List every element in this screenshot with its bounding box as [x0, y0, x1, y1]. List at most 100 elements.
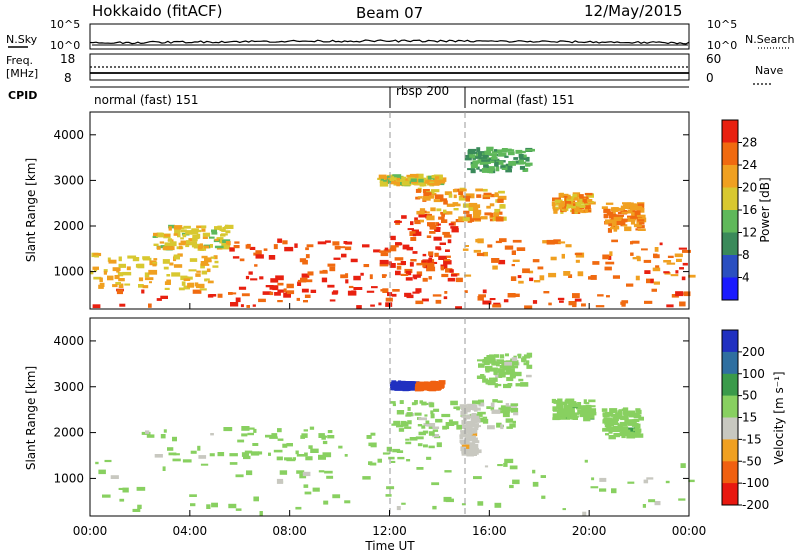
- heatmap-cell: [505, 353, 509, 357]
- heatmap-cell: [379, 181, 389, 187]
- heatmap-cell: [646, 278, 654, 284]
- heatmap-cell: [472, 400, 481, 405]
- heatmap-cell: [454, 203, 461, 207]
- heatmap-cell: [137, 504, 142, 509]
- heatmap-cell: [450, 400, 458, 406]
- nsearch-tick-bottom: 10^0: [707, 39, 737, 52]
- heatmap-cell: [557, 416, 561, 420]
- heatmap-cell: [394, 257, 404, 261]
- heatmap-cell: [460, 195, 464, 198]
- heatmap-cell: [300, 277, 308, 281]
- heatmap-cell: [300, 435, 305, 439]
- heatmap-cell: [620, 415, 629, 421]
- heatmap-cell: [210, 256, 215, 259]
- heatmap-cell: [392, 174, 402, 179]
- heatmap-cell: [481, 159, 490, 162]
- heatmap-cell: [201, 245, 210, 249]
- heatmap-cell: [327, 430, 333, 434]
- heatmap-cell: [464, 274, 472, 277]
- x-tick-label: 04:00: [173, 524, 208, 538]
- heatmap-cell: [93, 276, 102, 280]
- heatmap-cell: [183, 225, 191, 229]
- heatmap-cell: [173, 233, 178, 236]
- heatmap-cell: [634, 205, 642, 210]
- heatmap-cell: [449, 269, 454, 273]
- heatmap-cell: [166, 274, 171, 277]
- heatmap-cell: [554, 199, 563, 203]
- heatmap-cell: [341, 253, 347, 258]
- x-tick-label: 16:00: [472, 524, 507, 538]
- freq-label-line2: [MHz]: [6, 67, 38, 80]
- heatmap-cell: [652, 267, 661, 272]
- heatmap-cell: [166, 279, 171, 285]
- velocity-colorbar: 200 100 50 15 -15 -50 -100 -200: [721, 329, 769, 512]
- nsearch-label: N.Search: [745, 33, 795, 46]
- heatmap-cell: [574, 208, 583, 213]
- heatmap-cell: [350, 258, 358, 263]
- heatmap-cell: [532, 300, 538, 304]
- heatmap-cell: [263, 248, 268, 251]
- heatmap-cell: [418, 178, 424, 183]
- heatmap-cell: [418, 417, 427, 421]
- heatmap-cell: [559, 300, 564, 303]
- freq-tick-bottom: 8: [64, 71, 72, 85]
- heatmap-cell: [499, 354, 505, 359]
- heatmap-cell: [235, 508, 242, 511]
- heatmap-cell: [370, 442, 377, 448]
- heatmap-cell: [429, 231, 436, 234]
- colorbar-tick-label: 100: [742, 367, 765, 381]
- heatmap-cell: [497, 198, 504, 203]
- heatmap-cell: [653, 253, 658, 258]
- heatmap-cell: [653, 281, 660, 285]
- heatmap-cell: [250, 451, 260, 456]
- heatmap-cell: [180, 229, 187, 233]
- heatmap-cell: [322, 452, 332, 458]
- heatmap-cell: [512, 420, 516, 424]
- heatmap-cell: [688, 274, 696, 278]
- heatmap-cell: [440, 198, 448, 202]
- heatmap-cell: [186, 240, 190, 245]
- heatmap-cell: [162, 466, 166, 471]
- cpid-mode-3: normal (fast) 151: [470, 93, 574, 107]
- heatmap-cell: [464, 444, 470, 449]
- heatmap-cell: [419, 182, 425, 187]
- heatmap-cell: [616, 220, 626, 226]
- heatmap-cell: [476, 375, 486, 379]
- heatmap-cell: [510, 276, 517, 281]
- heatmap-cell: [393, 420, 400, 426]
- heatmap-cell: [576, 407, 584, 410]
- heatmap-cell: [446, 211, 453, 215]
- heatmap-cell: [462, 203, 471, 208]
- heatmap-cell: [490, 156, 498, 160]
- heatmap-cell: [571, 197, 579, 201]
- heatmap-cell: [472, 151, 478, 154]
- heatmap-cell: [579, 194, 584, 198]
- x-axis-label: Time UT: [364, 539, 415, 553]
- heatmap-cell: [220, 234, 226, 237]
- heatmap-cell: [443, 234, 452, 238]
- heatmap-cell: [637, 409, 642, 415]
- heatmap-cell: [391, 423, 398, 426]
- heatmap-cell: [395, 270, 401, 276]
- heatmap-cell: [670, 274, 679, 277]
- heatmap-cell: [643, 479, 649, 484]
- heatmap-cell: [414, 412, 422, 416]
- heatmap-cell: [394, 386, 404, 391]
- heatmap-cell: [191, 228, 199, 232]
- heatmap-cell: [599, 488, 607, 492]
- heatmap-cell: [461, 446, 467, 451]
- heatmap-cell: [486, 205, 491, 209]
- colorbar-segment: [722, 395, 738, 418]
- heatmap-cell: [410, 381, 420, 386]
- heatmap-cell: [509, 423, 516, 428]
- heatmap-cell: [490, 406, 495, 411]
- heatmap-cell: [627, 209, 635, 213]
- heatmap-cell: [436, 208, 442, 212]
- heatmap-cell: [417, 196, 423, 199]
- heatmap-cell: [563, 271, 571, 276]
- heatmap-cell: [394, 220, 402, 223]
- heatmap-cell: [478, 402, 485, 407]
- heatmap-cell: [190, 230, 199, 235]
- heatmap-cell: [234, 241, 240, 244]
- x-tick-label: 08:00: [272, 524, 307, 538]
